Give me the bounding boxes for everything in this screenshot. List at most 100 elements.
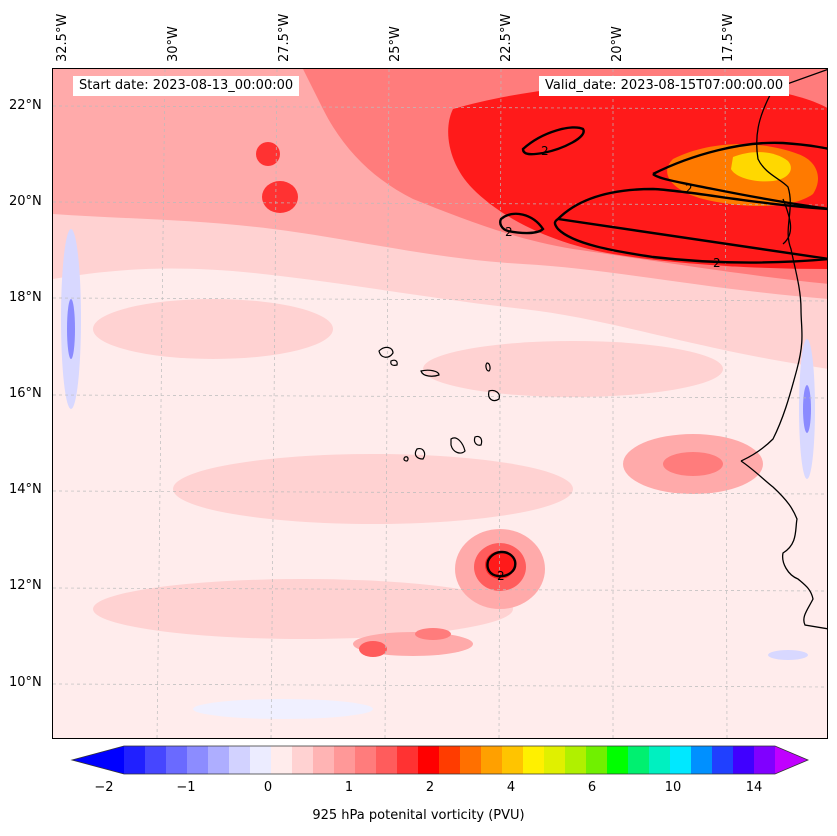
pv-patch bbox=[93, 299, 333, 359]
contour-label: 2 bbox=[497, 569, 505, 583]
colorbar-segment bbox=[145, 746, 167, 774]
colorbar-segment bbox=[460, 746, 482, 774]
colorbar-segment bbox=[649, 746, 671, 774]
colorbar-outline bbox=[70, 745, 810, 775]
pv-negative-patch bbox=[193, 699, 373, 719]
contour-main bbox=[553, 187, 827, 264]
colorbar-segment bbox=[292, 746, 314, 774]
colorbar-segment bbox=[628, 746, 650, 774]
lon-label-25w: 25°W bbox=[388, 26, 403, 62]
colorbar-segments bbox=[70, 745, 810, 775]
island-sao-nicolau bbox=[420, 369, 440, 377]
lat-label-10n: 10°N bbox=[9, 675, 42, 690]
cape-verde-coast-detail bbox=[782, 198, 792, 245]
cbar-tick: 1 bbox=[344, 780, 354, 795]
colorbar-segment bbox=[418, 746, 440, 774]
pv-negative-patch bbox=[768, 650, 808, 660]
colorbar-segment bbox=[586, 746, 608, 774]
colorbar-segment bbox=[481, 746, 503, 774]
colorbar-segment bbox=[229, 746, 251, 774]
colorbar-segment bbox=[712, 746, 734, 774]
island-boa-vista bbox=[488, 389, 500, 402]
contour-label: 2 bbox=[505, 225, 513, 239]
lat-label-14n: 14°N bbox=[9, 482, 42, 497]
contour-coast-upper bbox=[652, 141, 827, 210]
contour-label: 2 bbox=[685, 182, 693, 196]
colorbar-label: 925 hPa potenital vorticity (PVU) bbox=[312, 808, 525, 823]
pv-core-red bbox=[448, 82, 827, 269]
lon-label-20w: 20°W bbox=[610, 26, 625, 62]
colorbar-segment bbox=[607, 746, 629, 774]
colorbar-segment bbox=[208, 746, 230, 774]
colorbar-segment bbox=[670, 746, 692, 774]
contour-small-west bbox=[499, 212, 545, 235]
colorbar-segment bbox=[397, 746, 419, 774]
pv-patch bbox=[415, 628, 451, 640]
cape-verde-islands bbox=[378, 346, 500, 462]
pv-patch bbox=[93, 579, 513, 639]
pv-negative-patch bbox=[67, 299, 75, 359]
colorbar-segment bbox=[544, 746, 566, 774]
pv-patch bbox=[663, 452, 723, 476]
cbar-tick: 6 bbox=[587, 780, 597, 795]
contour-north-1 bbox=[521, 126, 585, 156]
lat-label-16n: 16°N bbox=[9, 386, 42, 401]
lon-label-22.5w: 22.5°W bbox=[499, 13, 514, 62]
contour-label: 2 bbox=[713, 256, 721, 270]
island-brava bbox=[403, 456, 409, 462]
pv-core-yellow bbox=[731, 152, 791, 182]
colorbar-max-arrow bbox=[775, 746, 808, 774]
africa-coastline bbox=[740, 69, 827, 630]
pv-patch bbox=[423, 341, 723, 397]
colorbar-segment bbox=[250, 746, 272, 774]
colorbar-segment bbox=[733, 746, 755, 774]
lon-label-32.5w: 32.5°W bbox=[55, 13, 70, 62]
colorbar-segment bbox=[355, 746, 377, 774]
lat-label-18n: 18°N bbox=[9, 290, 42, 305]
colorbar-segment bbox=[691, 746, 713, 774]
colorbar-segment bbox=[334, 746, 356, 774]
cbar-tick: 2 bbox=[425, 780, 435, 795]
lon-label-27.5w: 27.5°W bbox=[277, 13, 292, 62]
lat-label-12n: 12°N bbox=[9, 578, 42, 593]
pv-spot bbox=[256, 142, 280, 166]
pv-patch bbox=[359, 641, 387, 657]
island-maio bbox=[473, 435, 483, 446]
colorbar-segment bbox=[502, 746, 524, 774]
colorbar-segment bbox=[271, 746, 293, 774]
colorbar-segment bbox=[754, 746, 776, 774]
gridlines bbox=[53, 69, 827, 738]
pv-patch bbox=[173, 454, 573, 524]
colorbar-segment bbox=[313, 746, 335, 774]
colorbar-segment bbox=[187, 746, 209, 774]
contour-label: 2 bbox=[541, 144, 549, 158]
pv-vortex bbox=[485, 551, 515, 579]
pv-negative-patch bbox=[803, 385, 811, 433]
coastline bbox=[740, 69, 827, 630]
cbar-tick: 0 bbox=[263, 780, 273, 795]
cbar-tick: −2 bbox=[94, 780, 114, 795]
map-panel[interactable]: 2 2 2 2 2 Start date: 2023-08-13_00:00:0… bbox=[52, 68, 828, 739]
lat-label-20n: 20°N bbox=[9, 194, 42, 209]
pv-spot bbox=[262, 181, 298, 213]
start-date-label: Start date: 2023-08-13_00:00:00 bbox=[73, 76, 300, 96]
valid-date-label: Valid_date: 2023-08-15T07:00:00.00 bbox=[539, 76, 790, 96]
cbar-tick: 10 bbox=[664, 780, 682, 795]
colorbar-segment bbox=[166, 746, 188, 774]
island-santo-antao bbox=[378, 346, 394, 358]
cbar-tick: −1 bbox=[176, 780, 196, 795]
colorbar-min-arrow bbox=[72, 746, 124, 774]
pv-contour-2 bbox=[486, 126, 827, 578]
colorbar-segment bbox=[439, 746, 461, 774]
lon-label-17.5w: 17.5°W bbox=[721, 13, 736, 62]
contour-vortex bbox=[486, 550, 517, 578]
colorbar-segment bbox=[565, 746, 587, 774]
cbar-tick: 14 bbox=[745, 780, 763, 795]
island-santiago bbox=[450, 437, 466, 454]
lon-label-30w: 30°W bbox=[166, 26, 181, 62]
island-fogo bbox=[414, 448, 426, 460]
pv-field: 2 2 2 2 2 bbox=[53, 69, 827, 738]
island-sao-vicente bbox=[390, 359, 398, 366]
cbar-tick: 4 bbox=[506, 780, 516, 795]
colorbar-segment bbox=[523, 746, 545, 774]
